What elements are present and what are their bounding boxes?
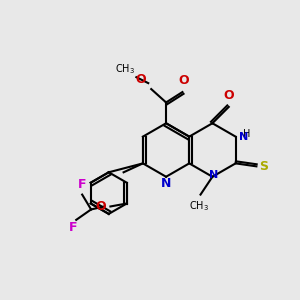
Text: CH$_3$: CH$_3$ [189, 199, 209, 213]
Text: O: O [224, 89, 234, 102]
Text: O: O [178, 74, 189, 87]
Text: O: O [95, 200, 106, 213]
Text: N: N [161, 177, 171, 190]
Text: F: F [78, 178, 86, 191]
Text: N: N [238, 132, 248, 142]
Text: H: H [243, 129, 250, 139]
Text: F: F [68, 221, 77, 234]
Text: N: N [209, 170, 218, 180]
Text: O: O [136, 73, 146, 86]
Text: S: S [260, 160, 268, 173]
Text: CH$_3$: CH$_3$ [115, 62, 135, 76]
